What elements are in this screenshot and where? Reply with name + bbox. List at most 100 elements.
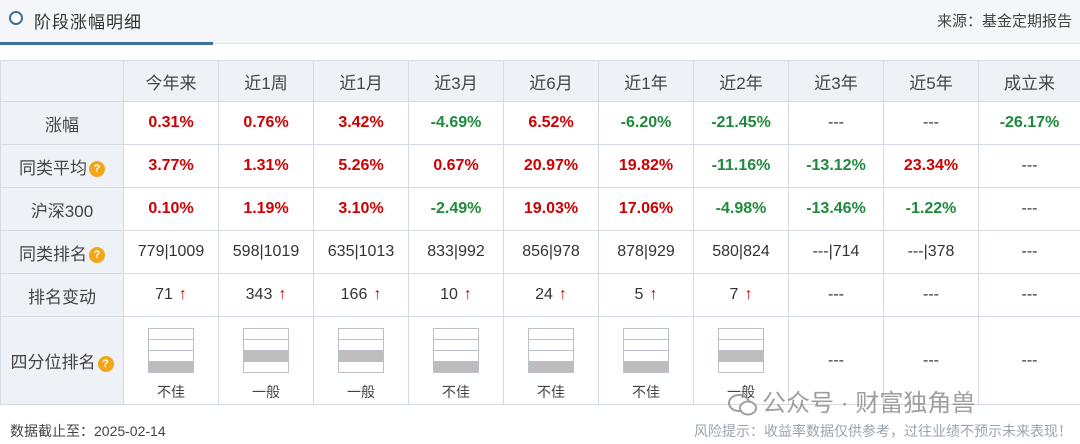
- table-cell: -26.17%: [978, 101, 1080, 145]
- column-header: 近2年: [693, 60, 789, 102]
- quartile-segment: [244, 328, 288, 340]
- source-label: 来源：基金定期报告: [936, 13, 1072, 30]
- cell-value: 6.52%: [528, 114, 574, 131]
- quartile-segment: [244, 339, 288, 351]
- quartile-chart: [718, 327, 764, 373]
- quartile-segment: [624, 339, 668, 351]
- table-cell: 0.31%: [123, 101, 219, 145]
- quartile-segment: [244, 350, 288, 362]
- cell-value: 23.34%: [903, 157, 959, 174]
- cell-value: -2.49%: [430, 200, 482, 217]
- table-cell: -13.46%: [788, 187, 884, 231]
- cell-value: 166: [340, 286, 368, 303]
- help-icon[interactable]: ?: [89, 247, 105, 264]
- cell-value: 19.03%: [523, 200, 579, 217]
- table-cell: -11.16%: [693, 144, 789, 188]
- table-cell: -21.45%: [693, 101, 789, 145]
- cell-value: 7: [729, 286, 739, 303]
- circle-bullet-icon: [9, 11, 23, 25]
- cell-value: -6.20%: [620, 114, 672, 131]
- table-cell: -4.69%: [408, 101, 504, 145]
- cell-value: 71: [155, 286, 173, 303]
- quartile-row: 四分位排名? 不佳 一般 一般 不佳 不佳 不佳 一般 --- --- ---: [0, 316, 1080, 405]
- cell-value: ---: [828, 351, 844, 369]
- table-cell: ---: [978, 230, 1080, 274]
- arrow-up-icon: ↑: [178, 286, 187, 303]
- cell-value: ---: [1021, 351, 1038, 369]
- cell-value: ---: [923, 351, 939, 369]
- table-cell: ---: [788, 101, 884, 145]
- help-icon[interactable]: ?: [89, 161, 105, 178]
- table-row: 同类排名? 779|1009 598|1019 635|1013 833|992 856|…: [0, 230, 1080, 274]
- cell-value: 1.19%: [243, 200, 289, 217]
- cell-value: -4.98%: [715, 200, 767, 217]
- table-cell: 598|1019: [218, 230, 314, 274]
- cell-value: 1.31%: [243, 157, 289, 174]
- table-cell: 343 ↑: [218, 273, 314, 317]
- data-date: 数据截止至：2025-02-14: [10, 423, 166, 439]
- table-cell: 1.19%: [218, 187, 314, 231]
- table-cell: -1.22%: [883, 187, 979, 231]
- table-cell: 19.03%: [503, 187, 599, 231]
- quartile-segment: [624, 350, 668, 362]
- quartile-label: 不佳: [442, 383, 470, 400]
- table-cell: 833|992: [408, 230, 504, 274]
- quartile-segment: [149, 328, 193, 340]
- cell-value: 343: [245, 286, 273, 303]
- header-divider: [213, 43, 1080, 44]
- table-row: 涨幅 0.31% 0.76% 3.42% -4.69% 6.52% -6.20% -21.45…: [0, 101, 1080, 145]
- cell-value: ---: [1021, 200, 1038, 217]
- cell-value: ---: [1021, 243, 1038, 260]
- cell-value: 10: [440, 286, 458, 303]
- quartile-label: 不佳: [537, 383, 565, 400]
- table-cell: 7 ↑: [693, 273, 789, 317]
- quartile-chart: [433, 327, 479, 373]
- table-cell: 580|824: [693, 230, 789, 274]
- table-cell: -6.20%: [598, 101, 694, 145]
- table-cell: 779|1009: [123, 230, 219, 274]
- quartile-segment: [624, 328, 668, 340]
- table-cell: -4.98%: [693, 187, 789, 231]
- quartile-chart: [338, 327, 384, 373]
- cell-value: ---: [1021, 286, 1038, 303]
- risk-disclaimer: 风险提示：收益率数据仅供参考，过往业绩不预示未来表现！: [694, 423, 1072, 439]
- quartile-chart: [623, 327, 669, 373]
- column-header: 近1年: [598, 60, 694, 102]
- column-header: 近3月: [408, 60, 504, 102]
- cell-value: ---|378: [907, 243, 955, 260]
- quartile-segment: [529, 350, 573, 362]
- row-label: 同类排名?: [0, 230, 124, 274]
- quartile-segment: [719, 328, 763, 340]
- table-cell: 17.06%: [598, 187, 694, 231]
- section-title: 阶段涨幅明细: [34, 13, 142, 32]
- watermark-text: 公众号 · 财富独角兽: [762, 390, 976, 417]
- table-cell: 10 ↑: [408, 273, 504, 317]
- table-cell: 3.42%: [313, 101, 409, 145]
- wechat-icon: [728, 393, 757, 416]
- table-cell: -2.49%: [408, 187, 504, 231]
- column-header: 近1周: [218, 60, 314, 102]
- row-label: 涨幅: [0, 101, 124, 145]
- quartile-cell: ---: [883, 316, 979, 405]
- table-cell: 635|1013: [313, 230, 409, 274]
- row-label-text: 涨幅: [45, 115, 79, 135]
- quartile-cell: 不佳: [123, 316, 219, 405]
- cell-value: 3.10%: [338, 200, 384, 217]
- cell-value: 0.67%: [433, 157, 479, 174]
- quartile-segment: [339, 339, 383, 351]
- table-cell: ---: [883, 273, 979, 317]
- table-cell: ---|378: [883, 230, 979, 274]
- table-cell: ---: [883, 101, 979, 145]
- row-label-text: 同类排名: [19, 244, 87, 264]
- column-header: 成立来: [978, 60, 1080, 102]
- quartile-label: 一般: [347, 383, 375, 400]
- watermark: 公众号 · 财富独角兽: [728, 383, 975, 418]
- cell-value: 3.77%: [148, 157, 194, 174]
- help-icon[interactable]: ?: [97, 355, 114, 372]
- row-label: 排名变动: [0, 273, 124, 317]
- column-header: 今年来: [123, 60, 219, 102]
- cell-value: ---: [1021, 157, 1038, 174]
- quartile-segment: [434, 350, 478, 362]
- cell-value: 0.10%: [148, 200, 194, 217]
- quartile-segment: [719, 350, 763, 362]
